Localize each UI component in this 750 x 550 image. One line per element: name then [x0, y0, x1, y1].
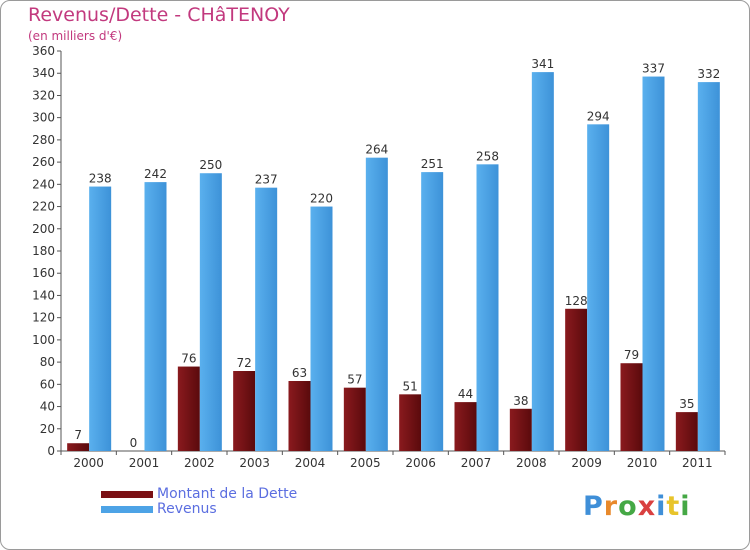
x-tick-label: 2008 — [516, 456, 547, 470]
x-tick-label: 2002 — [184, 456, 215, 470]
revenue-value-label: 341 — [531, 57, 554, 71]
revenue-bar — [310, 206, 333, 451]
revenue-value-label: 250 — [199, 158, 222, 172]
debt-bar — [565, 308, 588, 451]
revenue-bar — [89, 186, 112, 452]
y-tick-label: 40 — [40, 400, 55, 414]
y-tick-label: 80 — [40, 355, 55, 369]
revenue-value-label: 238 — [89, 172, 112, 186]
legend-label-debt: Montant de la Dette — [157, 486, 298, 502]
x-tick-label: 2009 — [571, 456, 602, 470]
x-tick-label: 2001 — [129, 456, 160, 470]
y-tick-label: 60 — [40, 377, 55, 391]
debt-value-label: 79 — [624, 348, 639, 362]
debt-bar — [288, 381, 311, 451]
debt-value-label: 7 — [74, 428, 82, 442]
revenue-value-label: 337 — [642, 62, 665, 76]
debt-bar — [675, 412, 698, 451]
brand-logo-letter: i — [656, 491, 667, 522]
y-tick-label: 20 — [40, 422, 55, 436]
debt-value-label: 63 — [292, 366, 307, 380]
y-tick-label: 200 — [32, 222, 55, 236]
x-tick-label: 2007 — [461, 456, 492, 470]
y-tick-label: 260 — [32, 155, 55, 169]
brand-logo-letter: t — [666, 491, 681, 522]
x-tick-label: 2010 — [627, 456, 658, 470]
y-tick-label: 0 — [47, 444, 55, 458]
x-tick-label: 2011 — [682, 456, 713, 470]
debt-value-label: 38 — [513, 394, 528, 408]
revenue-bar — [421, 172, 444, 451]
debt-value-label: 44 — [458, 387, 473, 401]
revenue-value-label: 251 — [421, 157, 444, 171]
debt-bar — [233, 371, 256, 451]
debt-value-label: 35 — [679, 397, 694, 411]
y-tick-label: 240 — [32, 177, 55, 191]
revenue-bar — [365, 157, 388, 451]
x-tick-label: 2005 — [350, 456, 381, 470]
brand-logo-letter: P — [583, 491, 604, 522]
debt-value-label: 128 — [565, 294, 588, 308]
revenue-value-label: 242 — [144, 167, 167, 181]
revenue-bar — [697, 82, 720, 451]
debt-bar — [343, 387, 366, 451]
revenue-value-label: 264 — [365, 143, 388, 157]
debt-value-label: 57 — [347, 373, 362, 387]
revenue-value-label: 332 — [697, 67, 720, 81]
y-tick-label: 180 — [32, 244, 55, 258]
y-tick-label: 300 — [32, 111, 55, 125]
debt-bar — [67, 443, 90, 451]
revenue-value-label: 237 — [255, 173, 278, 187]
y-tick-label: 120 — [32, 311, 55, 325]
revenue-bar — [642, 76, 665, 452]
debt-bar — [620, 363, 643, 451]
y-tick-label: 140 — [32, 288, 55, 302]
y-tick-label: 320 — [32, 88, 55, 102]
chart-title: Revenus/Dette - CHâTENOY — [28, 4, 290, 26]
brand-logo-letter: r — [603, 491, 619, 522]
y-tick-label: 360 — [32, 44, 55, 58]
debt-value-label: 76 — [181, 352, 196, 366]
x-tick-label: 2006 — [405, 456, 436, 470]
legend-swatch-debt — [101, 491, 153, 498]
y-tick-label: 100 — [32, 333, 55, 347]
revenue-value-label: 258 — [476, 149, 499, 163]
debt-value-label: 51 — [403, 379, 418, 393]
y-tick-label: 340 — [32, 66, 55, 80]
x-tick-label: 2003 — [239, 456, 270, 470]
revenue-value-label: 294 — [587, 109, 610, 123]
debt-bar — [177, 366, 200, 451]
revenue-bar — [199, 173, 222, 451]
brand-logo-letter: i — [680, 491, 691, 522]
revenue-bar — [144, 182, 167, 451]
brand-logo-letter: o — [618, 491, 638, 522]
revenue-bar — [531, 72, 554, 451]
y-tick-label: 280 — [32, 133, 55, 147]
legend-label-revenue: Revenus — [157, 501, 217, 517]
x-tick-label: 2000 — [73, 456, 104, 470]
revenue-bar — [587, 124, 610, 451]
y-tick-label: 220 — [32, 200, 55, 214]
revenue-value-label: 220 — [310, 192, 333, 206]
revenue-bar — [255, 187, 278, 451]
y-tick-label: 160 — [32, 266, 55, 280]
legend-swatch-revenue — [101, 506, 153, 513]
x-tick-label: 2004 — [295, 456, 326, 470]
brand-logo-letter: x — [637, 491, 657, 522]
debt-bar — [399, 394, 422, 451]
debt-bar — [454, 402, 477, 451]
debt-value-label: 0 — [130, 436, 138, 450]
revenue-bar — [476, 164, 499, 452]
debt-bar — [509, 408, 532, 451]
debt-value-label: 72 — [237, 356, 252, 370]
chart-subtitle: (en milliers d'€) — [28, 29, 123, 43]
brand-logo: Proxiti — [583, 491, 691, 522]
